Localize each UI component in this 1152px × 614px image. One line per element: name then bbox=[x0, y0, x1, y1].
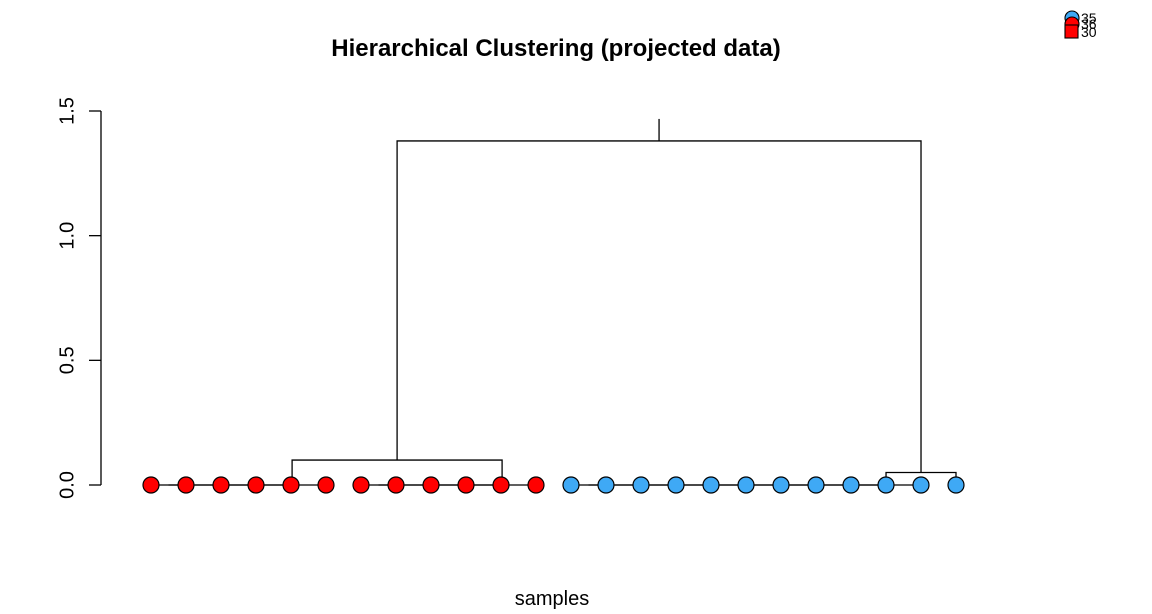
leaf-point-red bbox=[317, 476, 335, 494]
y-tick-label: 0.0 bbox=[56, 471, 78, 499]
y-tick-label: 1.0 bbox=[56, 222, 78, 250]
legend-label: 30 bbox=[1081, 24, 1097, 40]
leaf-points bbox=[142, 476, 965, 494]
leaf-point-red bbox=[142, 476, 160, 494]
leaf-point-blue bbox=[912, 476, 930, 494]
leaf-point-red bbox=[247, 476, 265, 494]
leaf-point-blue bbox=[702, 476, 720, 494]
leaf-point-blue bbox=[597, 476, 615, 494]
leaf-point-blue bbox=[877, 476, 895, 494]
leaf-point-blue bbox=[632, 476, 650, 494]
legend-marker bbox=[1064, 24, 1079, 39]
x-axis-label: samples bbox=[515, 588, 589, 610]
leaf-point-red bbox=[492, 476, 510, 494]
leaf-point-red bbox=[352, 476, 370, 494]
y-axis: 0.0 0.5 1.0 1.5 bbox=[56, 97, 102, 499]
y-tick-label: 1.5 bbox=[56, 97, 78, 125]
leaf-point-red bbox=[282, 476, 300, 494]
leaf-point-red bbox=[422, 476, 440, 494]
legend-label: 36 bbox=[1081, 16, 1097, 32]
leaf-point-blue bbox=[772, 476, 790, 494]
leaf-point-red bbox=[527, 476, 545, 494]
leaf-point-red bbox=[457, 476, 475, 494]
leaf-point-blue bbox=[842, 476, 860, 494]
leaf-point-blue bbox=[947, 476, 965, 494]
leaf-point-blue bbox=[562, 476, 580, 494]
chart-title: Hierarchical Clustering (projected data) bbox=[331, 35, 780, 62]
y-tick-label: 0.5 bbox=[56, 346, 78, 374]
leaf-point-red bbox=[177, 476, 195, 494]
legend-label: 35 bbox=[1081, 10, 1097, 26]
leaf-point-red bbox=[212, 476, 230, 494]
leaf-point-blue bbox=[737, 476, 755, 494]
dendrogram-branch bbox=[291, 459, 503, 485]
dendrogram-branches bbox=[151, 118, 957, 486]
dendrogram-branch bbox=[396, 140, 922, 473]
leaf-point-blue bbox=[667, 476, 685, 494]
leaf-point-red bbox=[387, 476, 405, 494]
leaf-point-blue bbox=[807, 476, 825, 494]
